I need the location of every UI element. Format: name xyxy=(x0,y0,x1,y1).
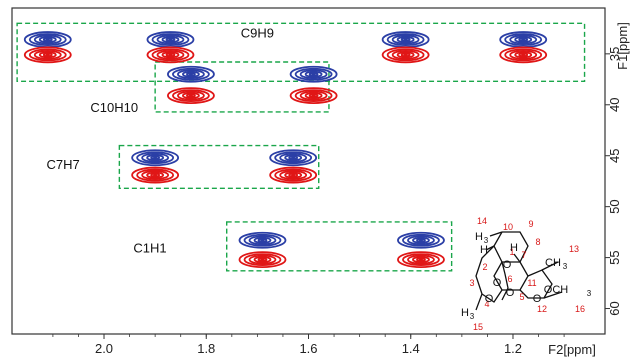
bond-peroxide xyxy=(501,261,509,301)
bond-ring-mid xyxy=(493,261,529,291)
atom-label-3: O xyxy=(503,259,512,271)
peak-0-5 xyxy=(289,65,338,83)
atom-subscript-0: 3 xyxy=(484,236,489,245)
atom-number-3: 3 xyxy=(469,278,474,288)
x-tick-label-3: 1.4 xyxy=(402,341,420,356)
bond-methoxy xyxy=(543,291,563,299)
y-tick-label-1: 40 xyxy=(607,98,622,112)
atom-label-7: O xyxy=(533,293,542,305)
peak-1-0 xyxy=(23,46,72,64)
x-axis-title: F2[ppm] xyxy=(548,342,596,357)
atom-number-4: 4 xyxy=(484,299,489,309)
atom-number-14: 14 xyxy=(477,216,487,226)
peak-0-2 xyxy=(381,31,430,48)
x-tick-label-4: 1.2 xyxy=(504,341,522,356)
x-tick-label-2: 1.6 xyxy=(299,341,317,356)
group-label-c7h7: C7H7 xyxy=(46,157,79,172)
atom-subscript-3: 3 xyxy=(470,312,475,321)
peak-1-4 xyxy=(167,87,215,105)
atom-label-9: OCH xyxy=(544,284,569,296)
bond-h-7 xyxy=(513,253,521,263)
atom-number-16: 16 xyxy=(575,304,585,314)
peak-0-4 xyxy=(167,65,215,83)
bond-methyl-13 xyxy=(541,261,559,271)
x-tick-label-1: 1.8 xyxy=(197,341,215,356)
atom-label-2: H xyxy=(510,242,518,254)
atom-label-8: CH xyxy=(545,257,561,269)
atom-label-10: H xyxy=(461,307,469,319)
peak-1-2 xyxy=(381,46,430,64)
peak-1-9 xyxy=(397,251,445,269)
group-label-c10h10: C10H10 xyxy=(90,100,138,115)
peak-1-7 xyxy=(269,166,318,184)
group-box-c9h9 xyxy=(16,22,586,83)
atom-number-5: 5 xyxy=(519,292,524,302)
atom-subscript-2: 3 xyxy=(587,289,592,298)
atom-number-9: 9 xyxy=(528,219,533,229)
peak-0-7 xyxy=(269,149,318,167)
y-tick-label-5: 60 xyxy=(607,301,622,315)
bond-h-10 xyxy=(485,245,495,251)
atom-number-7: 7 xyxy=(521,250,526,260)
peak-0-3 xyxy=(499,31,548,48)
y-axis-title: F1[ppm] xyxy=(615,22,630,70)
atom-label-4: O xyxy=(493,277,502,289)
x-tick-label-0: 2.0 xyxy=(95,341,113,356)
group-label-c9h9: C9H9 xyxy=(241,25,274,40)
atom-label-1: H xyxy=(480,244,488,256)
peak-0-8 xyxy=(238,231,287,249)
peak-1-5 xyxy=(289,87,338,105)
atom-number-11: 11 xyxy=(527,278,536,288)
y-tick-label-3: 50 xyxy=(607,199,622,213)
bond-methyl-15 xyxy=(475,293,483,311)
group-label-c1h1: C1H1 xyxy=(133,240,166,255)
atom-number-1: 1 xyxy=(509,247,514,257)
peak-1-3 xyxy=(499,46,548,64)
peak-1-1 xyxy=(146,46,195,64)
y-tick-label-2: 45 xyxy=(607,148,622,162)
atom-label-0: H xyxy=(475,231,483,243)
atom-label-5: O xyxy=(506,287,515,299)
peak-0-0 xyxy=(23,31,72,48)
peak-1-8 xyxy=(238,251,287,269)
peak-0-6 xyxy=(131,149,180,167)
peak-0-9 xyxy=(397,231,445,249)
atom-number-12: 12 xyxy=(537,304,547,314)
atom-number-6: 6 xyxy=(507,274,512,284)
group-box-c7h7 xyxy=(118,144,320,190)
group-box-c1h1 xyxy=(226,221,453,272)
atom-subscript-1: 3 xyxy=(563,262,568,271)
atom-label-6: O xyxy=(485,293,494,305)
y-tick-label-0: 35 xyxy=(607,47,622,61)
atom-number-8: 8 xyxy=(535,237,540,247)
atom-number-10: 10 xyxy=(503,222,513,232)
atom-number-13: 13 xyxy=(569,244,579,254)
atom-number-15: 15 xyxy=(473,322,483,332)
peak-1-6 xyxy=(131,166,180,184)
molecule-structure xyxy=(475,231,563,311)
atom-number-2: 2 xyxy=(482,262,487,272)
bond-ring-left xyxy=(475,245,503,303)
bond-ring-right xyxy=(519,269,553,299)
bond-methyl-14 xyxy=(489,231,503,237)
y-tick-label-4: 55 xyxy=(607,250,622,264)
peak-0-1 xyxy=(146,31,195,48)
